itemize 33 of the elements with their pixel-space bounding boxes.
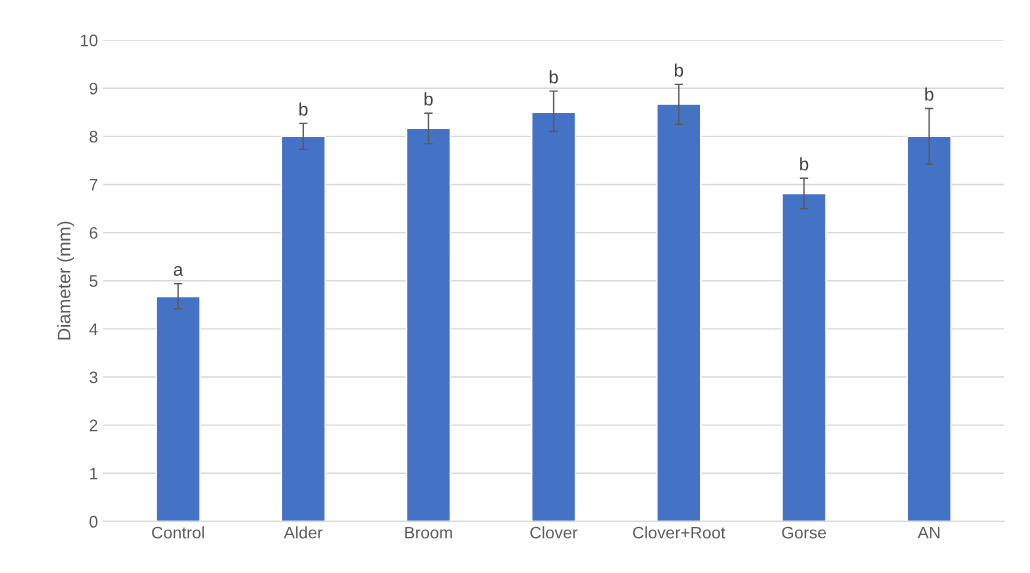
bar [906,135,952,522]
y-tick-label: 9 [89,82,98,95]
y-tick-label: 8 [89,130,98,143]
bar [280,135,326,522]
annotation: b [549,70,558,84]
y-tick-label: 10 [80,34,98,47]
y-tick-label: 4 [89,323,98,335]
annotation: b [925,87,934,101]
x-tick-label: Broom [405,526,452,539]
x-tick-label: Clover [530,526,578,539]
y-tick-label: 0 [89,515,98,528]
annotation: b [424,92,433,106]
y-tick-label: 6 [89,227,98,239]
bar [405,127,452,522]
bar [155,295,201,522]
annotation: b [299,102,308,116]
y-tick-label: 3 [89,371,98,384]
y-tick-label: 1 [90,467,98,480]
x-tick-label: Clover+Root [633,526,726,539]
bar [656,103,702,522]
x-tick-label: Control [152,526,204,539]
x-tick-label: AN [917,526,940,539]
bar [781,192,827,522]
y-tick-label: 2 [89,419,98,432]
x-tick-label: Alder [283,526,323,539]
annotation: a [173,266,184,276]
annotation: b [800,157,809,171]
bar [531,111,577,522]
y-tick-label: 5 [89,275,98,287]
y-axis-title: Diameter (mm) [57,221,75,340]
annotation: b [674,63,684,77]
x-tick-label: Gorse [782,526,826,539]
y-tick-label: 7 [89,179,98,191]
